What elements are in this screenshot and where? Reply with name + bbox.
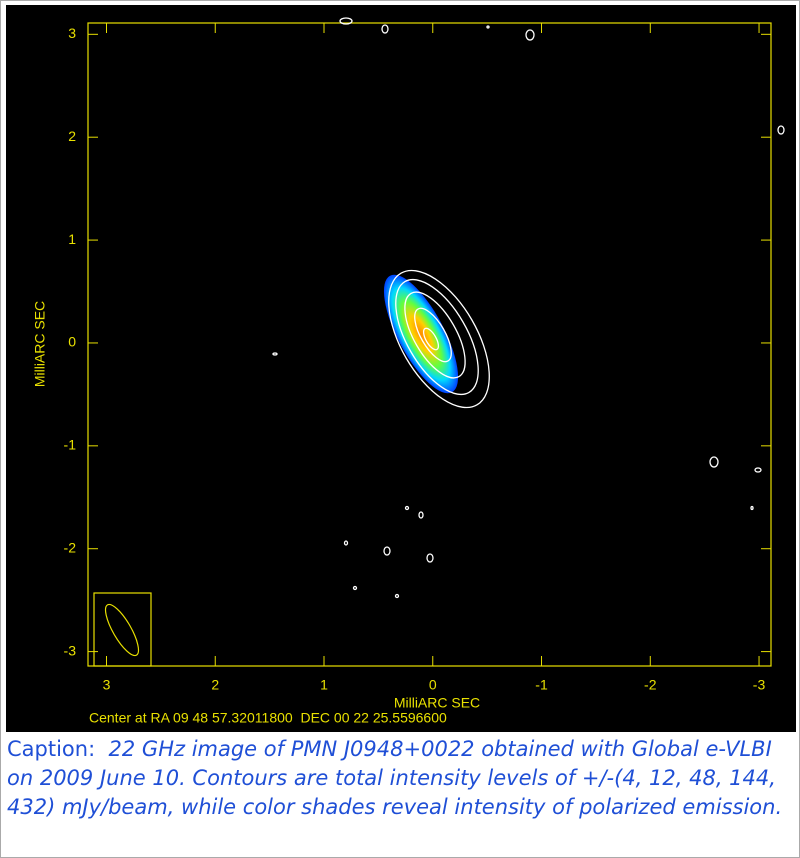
y-tick-label: -3: [64, 642, 77, 658]
y-tick-label: 2: [68, 128, 76, 144]
y-axis-label: MilliARC SEC: [32, 301, 48, 387]
page: MilliARC SEC MilliARC SEC Center at RA 0…: [0, 0, 800, 858]
x-tick-label: 0: [429, 677, 437, 693]
x-tick-label: -2: [644, 677, 657, 693]
caption-text: 22 GHz image of PMN J0948+0022 obtained …: [7, 737, 782, 819]
chart: MilliARC SEC MilliARC SEC Center at RA 0…: [6, 5, 796, 732]
y-tick-label: 0: [68, 334, 76, 350]
plot-background: [6, 5, 796, 732]
y-tick-label: 1: [68, 231, 76, 247]
x-tick-label: 3: [103, 677, 111, 693]
caption-label: Caption:: [7, 737, 95, 761]
x-tick-label: -1: [535, 677, 548, 693]
y-tick-label: -2: [64, 539, 77, 555]
caption: Caption: 22 GHz image of PMN J0948+0022 …: [7, 735, 797, 822]
y-tick-label: -1: [64, 437, 77, 453]
x-tick-label: 2: [211, 677, 219, 693]
x-axis-label: MilliARC SEC: [394, 695, 480, 711]
x-tick-label: -3: [753, 677, 766, 693]
y-tick-label: 3: [68, 25, 76, 41]
x-tick-label: 1: [320, 677, 328, 693]
frame: MilliARC SEC MilliARC SEC Center at RA 0…: [0, 0, 800, 858]
footer: Center at RA 09 48 57.32011800 DEC 00 22…: [89, 710, 447, 726]
